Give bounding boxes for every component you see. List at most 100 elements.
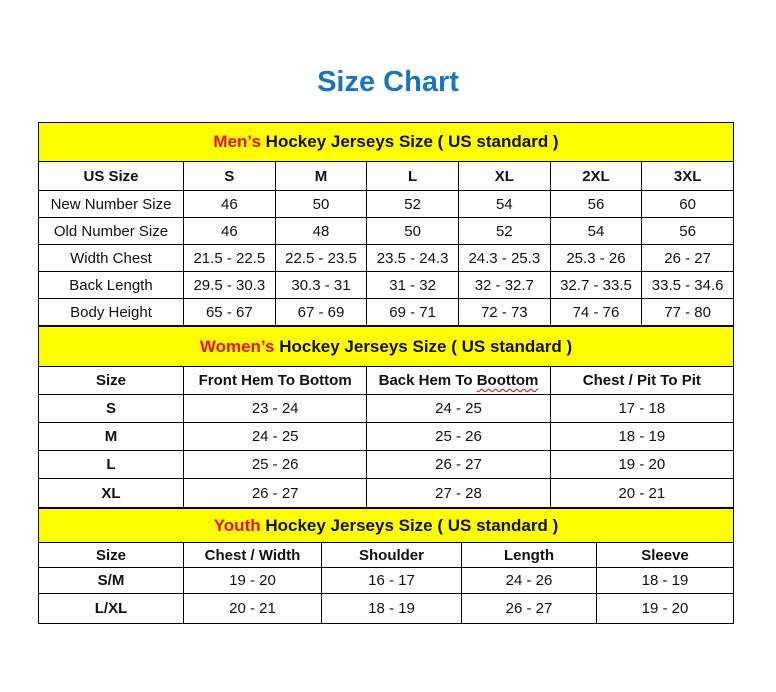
table-row: Old Number Size 46 48 50 52 54 56 — [38, 217, 734, 245]
table-cell: 50 — [274, 190, 368, 218]
table-cell: 48 — [274, 217, 368, 245]
column-header: Chest / Pit To Pit — [549, 366, 735, 395]
column-header: 3XL — [641, 161, 734, 191]
column-header: Front Hem To Bottom — [182, 366, 368, 395]
table-row: Body Height 65 - 67 67 - 69 69 - 71 72 - 73 7… — [38, 298, 734, 326]
table-cell: 65 - 67 — [183, 298, 276, 326]
table-cell: 29.5 - 30.3 — [183, 271, 276, 299]
row-label: Body Height — [38, 298, 184, 326]
table-cell: 32 - 32.7 — [457, 271, 551, 299]
table-cell: 46 — [183, 190, 276, 218]
table-cell: 25.3 - 26 — [549, 244, 643, 272]
column-header: Sleeve — [596, 542, 734, 568]
table-cell: 24 - 26 — [461, 567, 597, 594]
table-cell: 46 — [183, 217, 276, 245]
table-cell: 69 - 71 — [366, 298, 459, 326]
table-row: M 24 - 25 25 - 26 18 - 19 — [38, 422, 735, 451]
table-cell: 26 - 27 — [461, 593, 597, 624]
row-label: New Number Size — [38, 190, 184, 218]
table-cell: 32.7 - 33.5 — [549, 271, 643, 299]
row-label: M — [38, 422, 184, 451]
table-cell: 56 — [641, 217, 734, 245]
row-label: L — [38, 450, 184, 479]
table-cell: 25 - 26 — [182, 450, 368, 479]
table-cell: 23 - 24 — [182, 394, 368, 423]
column-header: 2XL — [549, 161, 643, 191]
table-cell: 24.3 - 25.3 — [457, 244, 551, 272]
table-cell: 30.3 - 31 — [274, 271, 368, 299]
table-cell: 72 - 73 — [457, 298, 551, 326]
table-cell: 24 - 25 — [366, 394, 551, 423]
table-row: Back Length 29.5 - 30.3 30.3 - 31 31 - 32 32… — [38, 271, 734, 299]
table-row: S 23 - 24 24 - 25 17 - 18 — [38, 394, 735, 423]
column-header: Size — [38, 542, 184, 568]
row-label: Width Chest — [38, 244, 184, 272]
table-row: S/M 19 - 20 16 - 17 24 - 26 18 - 19 — [38, 567, 734, 594]
table-cell: 18 - 19 — [321, 593, 462, 624]
table-cell: 26 - 27 — [182, 478, 368, 508]
table-cell: 31 - 32 — [366, 271, 459, 299]
table-cell: 22.5 - 23.5 — [274, 244, 368, 272]
size-chart: Men’s Hockey Jerseys Size ( US standard … — [38, 122, 735, 624]
table-cell: 52 — [457, 217, 551, 245]
table-row: L 25 - 26 26 - 27 19 - 20 — [38, 450, 735, 479]
column-header: M — [274, 161, 368, 191]
misspelled-word: Boottom — [476, 372, 539, 389]
heading-rest: Hockey Jerseys Size ( US standard ) — [274, 336, 573, 356]
table-cell: 16 - 17 — [321, 567, 462, 594]
heading-prefix: Women’s — [199, 336, 275, 356]
table-cell: 24 - 25 — [182, 422, 368, 451]
row-label: L/XL — [38, 593, 184, 624]
mens-section-heading: Men’s Hockey Jerseys Size ( US standard … — [38, 122, 734, 162]
table-cell: 67 - 69 — [274, 298, 368, 326]
column-header: S — [183, 161, 276, 191]
column-header: L — [366, 161, 459, 191]
heading-rest: Hockey Jerseys Size ( US standard ) — [260, 132, 559, 151]
column-header: Back Hem To Boottom — [366, 366, 551, 395]
row-label: S — [38, 394, 184, 423]
table-cell: 18 - 19 — [596, 567, 734, 594]
womens-size-table: Women’s Hockey Jerseys Size ( US standar… — [38, 326, 735, 508]
table-cell: 54 — [549, 217, 643, 245]
table-cell: 23.5 - 24.3 — [366, 244, 459, 272]
table-row: Width Chest 21.5 - 22.5 22.5 - 23.5 23.5 - … — [38, 244, 734, 272]
column-header: XL — [457, 161, 551, 191]
youth-size-table: Youth Hockey Jerseys Size ( US standard … — [38, 508, 734, 624]
row-label: XL — [38, 478, 184, 508]
table-cell: 60 — [641, 190, 734, 218]
column-header: US Size — [38, 161, 184, 191]
page-title: Size Chart — [317, 66, 459, 98]
row-label: Old Number Size — [38, 217, 184, 245]
table-cell: 74 - 76 — [549, 298, 643, 326]
table-cell: 26 - 27 — [366, 450, 551, 479]
mens-size-table: Men’s Hockey Jerseys Size ( US standard … — [38, 122, 734, 326]
womens-section-heading: Women’s Hockey Jerseys Size ( US standar… — [38, 326, 734, 367]
table-cell: 19 - 20 — [183, 567, 322, 594]
column-header: Length — [461, 542, 597, 568]
table-row: L/XL 20 - 21 18 - 19 26 - 27 19 - 20 — [38, 593, 734, 624]
heading-prefix: Men’s — [213, 132, 261, 151]
row-label: Back Length — [38, 271, 184, 299]
table-cell: 20 - 21 — [183, 593, 322, 624]
table-cell: 54 — [457, 190, 551, 218]
table-cell: 19 - 20 — [596, 593, 734, 624]
table-cell: 19 - 20 — [549, 450, 735, 479]
table-cell: 20 - 21 — [549, 478, 735, 508]
table-cell: 56 — [549, 190, 643, 218]
column-header: Shoulder — [321, 542, 462, 568]
row-label: S/M — [38, 567, 184, 594]
table-cell: 17 - 18 — [549, 394, 735, 423]
column-header: Chest / Width — [183, 542, 322, 568]
table-cell: 33.5 - 34.6 — [641, 271, 734, 299]
table-cell: 77 - 80 — [641, 298, 734, 326]
table-cell: 25 - 26 — [366, 422, 551, 451]
table-row: XL 26 - 27 27 - 28 20 - 21 — [38, 478, 735, 508]
heading-rest: Hockey Jerseys Size ( US standard ) — [260, 515, 559, 535]
column-header: Size — [38, 366, 184, 395]
table-cell: 21.5 - 22.5 — [183, 244, 276, 272]
table-row: New Number Size 46 50 52 54 56 60 — [38, 190, 734, 218]
table-cell: 52 — [366, 190, 459, 218]
youth-section-heading: Youth Hockey Jerseys Size ( US standard … — [38, 508, 734, 543]
table-cell: 27 - 28 — [366, 478, 551, 508]
table-cell: 18 - 19 — [549, 422, 735, 451]
